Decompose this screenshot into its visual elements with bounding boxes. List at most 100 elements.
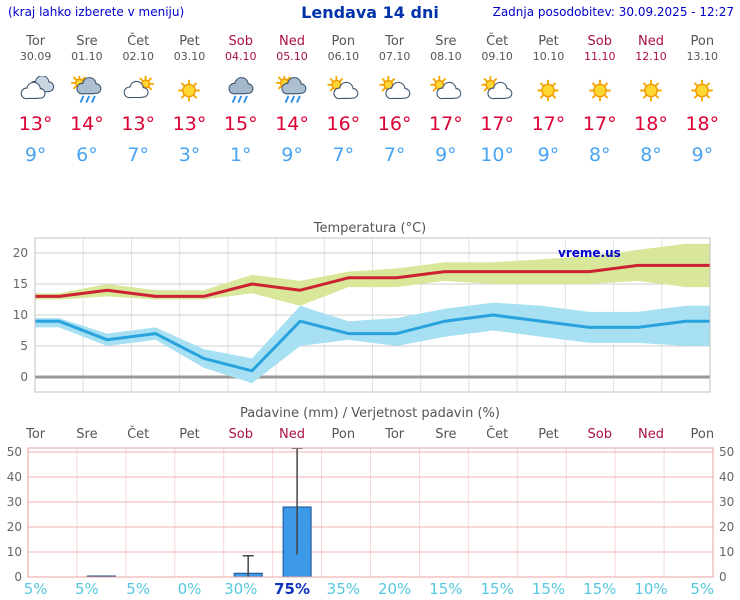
precip-day-label: Pon	[690, 427, 715, 442]
svg-text:40: 40	[719, 470, 734, 484]
forecast-day-10: Pet 10.10 17° 9°	[523, 34, 574, 166]
svg-text:20: 20	[13, 246, 28, 260]
precip-probability: 5%	[75, 580, 99, 598]
svg-text:20: 20	[7, 520, 22, 534]
forecast-day-9: Čet 09.10 17° 10°	[472, 34, 523, 166]
tmin-label: 9°	[537, 144, 560, 166]
tmin-label: 9°	[281, 144, 303, 166]
precip-day-label: Sre	[76, 427, 98, 442]
sunny-icon	[170, 76, 208, 105]
precip-day-label: Sob	[587, 427, 612, 442]
partly-cloudy-icon	[376, 75, 414, 105]
temperature-chart-title: Temperatura (°C)	[313, 221, 427, 236]
precip-day-label: Čet	[486, 427, 509, 442]
day-date-label: 10.10	[532, 50, 565, 63]
precip-probability: 10%	[634, 580, 668, 598]
svg-text:40: 40	[7, 470, 22, 484]
day-date-label: 04.10	[225, 50, 257, 63]
tmin-label: 9°	[691, 144, 714, 166]
precip-probability: 5%	[23, 580, 48, 598]
tmax-label: 13°	[172, 113, 207, 135]
day-date-label: 11.10	[583, 50, 616, 63]
svg-text:0: 0	[14, 570, 22, 584]
day-date-label: 12.10	[635, 50, 667, 63]
day-name-label: Ned	[279, 34, 306, 49]
precip-probability: 5%	[690, 580, 715, 598]
svg-text:5: 5	[20, 339, 28, 353]
precipitation-probability-row: 5% 5% 5% 0% 30% 75% 35% 20% 15% 15% 15% 15% 10% 5%	[10, 580, 728, 598]
forecast-day-12: Ned 12.10 18° 8°	[625, 34, 676, 166]
tmax-label: 17°	[480, 113, 515, 135]
precip-day-label: Sob	[228, 427, 253, 442]
forecast-day-6: Pon 06.10 16° 7°	[318, 34, 369, 166]
min-temp-line	[35, 313, 710, 373]
day-name-label: Sob	[587, 34, 612, 49]
forecast-day-11: Sob 11.10 17° 8°	[574, 34, 625, 166]
precip-probability: 15%	[480, 580, 514, 598]
tmax-label: 14°	[275, 113, 309, 135]
max-temp-line	[35, 263, 710, 298]
svg-text:15: 15	[13, 277, 28, 291]
svg-text:10: 10	[719, 545, 734, 559]
day-name-label: Pon	[331, 34, 356, 49]
sunny-icon	[632, 76, 670, 105]
day-name-label: Pet	[179, 34, 200, 49]
min-range-band	[35, 302, 710, 384]
day-name-label: Pet	[538, 34, 559, 49]
day-name-label: Čet	[486, 34, 509, 49]
forecast-day-4: Sob 04.10 15° 1°	[215, 34, 266, 166]
tmax-label: 14°	[70, 113, 104, 135]
precip-probability: 15%	[531, 580, 566, 598]
tmax-label: 13°	[121, 113, 156, 135]
cloudy-icon	[17, 75, 55, 105]
day-date-label: 06.10	[327, 50, 360, 63]
tmax-label: 16°	[377, 113, 412, 135]
tmin-label: 7°	[332, 144, 355, 166]
max-range-band	[35, 243, 710, 306]
precip-probability: 15%	[583, 580, 617, 598]
forecast-day-2: Čet 02.10 13° 7°	[113, 34, 164, 166]
day-date-label: 05.10	[276, 50, 308, 63]
precip-day-label: Tor	[385, 427, 405, 442]
precip-day-label: Čet	[127, 427, 150, 442]
tmin-label: 9°	[24, 144, 47, 166]
tmax-label: 13°	[18, 113, 53, 135]
day-date-label: 09.10	[481, 50, 513, 63]
precip-day-label: Sre	[435, 427, 457, 442]
forecast-day-3: Pet 03.10 13° 3°	[164, 34, 215, 166]
svg-text:50: 50	[719, 445, 734, 459]
day-name-label: Čet	[127, 34, 150, 49]
precip-probability: 75%	[274, 580, 310, 598]
forecast-day-0: Tor 30.09 13° 9°	[10, 34, 61, 166]
tmin-label: 8°	[640, 144, 662, 166]
precip-probability: 15%	[429, 580, 463, 598]
forecast-day-7: Tor 07.10 16° 7°	[369, 34, 420, 166]
partly-cloudy-icon	[478, 75, 516, 105]
tmax-label: 15°	[223, 113, 258, 135]
tmin-label: 10°	[480, 144, 515, 166]
rain-icon	[222, 76, 260, 105]
vreme-us-link[interactable]: vreme.us	[558, 246, 621, 260]
sunny-icon	[529, 76, 567, 105]
day-name-label: Sob	[228, 34, 253, 49]
sunny-icon	[683, 76, 721, 105]
forecast-day-1: Sre 01.10 14° 6°	[61, 34, 112, 166]
precip-probability: 35%	[326, 580, 360, 598]
day-date-label: 02.10	[122, 50, 154, 63]
precip-day-label: Ned	[638, 427, 664, 442]
day-name-label: Tor	[385, 34, 405, 49]
tmin-label: 6°	[76, 144, 98, 166]
day-name-label: Sre	[435, 34, 457, 49]
svg-text:20: 20	[719, 520, 734, 534]
precipitation-day-labels: Tor Sre Čet Pet Sob Ned Pon Tor Sre Čet Pet Sob Ned P…	[10, 427, 728, 442]
precip-day-label: Pet	[179, 427, 200, 442]
forecast-row: Tor 30.09 13° 9° Sre 01.10 14° 6° Čet 02.10 13° 7° P…	[10, 34, 728, 166]
day-name-label: Pon	[690, 34, 715, 49]
svg-text:10: 10	[7, 545, 22, 559]
tmin-label: 8°	[588, 144, 611, 166]
day-name-label: Sre	[76, 34, 98, 49]
precip-probability: 20%	[377, 580, 412, 598]
partly-cloudy-icon	[427, 75, 465, 105]
precip-probability: 5%	[126, 580, 151, 598]
